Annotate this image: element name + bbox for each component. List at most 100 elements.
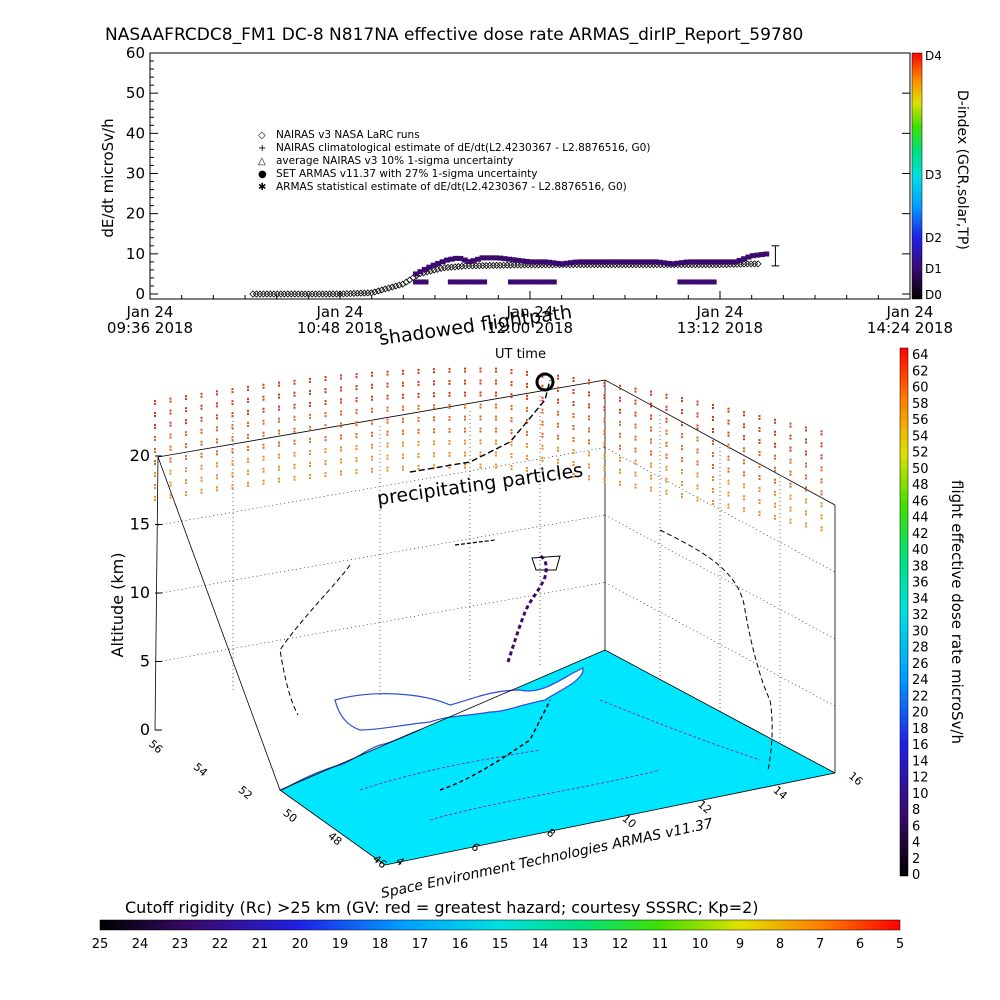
timeseries-ylabel: dE/dt microSv/h	[99, 118, 117, 237]
armas-low-point	[527, 279, 533, 285]
ts-xtick-time: 09:36 2018	[107, 319, 193, 337]
armas-low-point	[476, 279, 483, 285]
nairas-point	[339, 290, 348, 298]
ts-ytick-label: 50	[126, 84, 145, 102]
timeseries-points	[249, 245, 780, 298]
armas-point	[647, 259, 654, 265]
doserate-tick: 56	[912, 413, 929, 428]
nairas-point	[280, 290, 288, 298]
doserate-tick: 50	[912, 462, 929, 477]
nairas-point	[475, 262, 483, 270]
doserate-tick: 10	[912, 787, 929, 802]
armas-point	[736, 257, 743, 263]
grid-line	[604, 447, 836, 573]
flight-shadow-left	[279, 564, 351, 716]
flight-shadow-mid	[454, 539, 496, 546]
flight-top-marker	[535, 372, 555, 392]
armas-low-point	[701, 279, 708, 285]
armas-point	[585, 259, 592, 265]
rigidity-tick: 8	[776, 937, 784, 952]
armas-point	[572, 259, 579, 265]
nairas-point	[444, 263, 452, 272]
armas-point	[497, 255, 504, 261]
altitude-label: Altitude (km)	[108, 553, 127, 658]
nairas-point	[385, 284, 393, 292]
armas-low-point	[457, 279, 464, 285]
armas-point	[625, 259, 632, 265]
timeseries-y-axis: 0 10 20 30 40 50 60	[126, 44, 910, 303]
rigidity-tick: 22	[212, 937, 229, 952]
ground-map-borders	[359, 699, 761, 821]
nairas-point	[743, 260, 752, 268]
grid-line	[157, 582, 606, 663]
armas-point	[559, 261, 566, 267]
doserate-tick: 32	[912, 608, 929, 623]
nairas-point	[447, 263, 456, 271]
legend-label: NAIRAS climatological estimate of dE/dt(…	[276, 142, 650, 154]
flight-path	[506, 554, 548, 663]
armas-point	[479, 255, 486, 261]
armas-point	[608, 259, 615, 265]
rigidity-colorbar: Cutoff rigidity (Rc) >25 km (GV: red = g…	[92, 898, 904, 952]
ts-xtick-time: 14:24 2018	[867, 319, 953, 337]
figure-title: NASAAFRCDC8_FM1 DC-8 N817NA effective do…	[105, 25, 803, 45]
armas-point	[723, 259, 730, 265]
armas-point	[749, 253, 756, 259]
dindex-tick: D2	[925, 231, 942, 245]
annotation-shadowed: shadowed flightpath	[378, 301, 574, 350]
doserate-tick: 0	[912, 868, 920, 883]
armas-point	[514, 257, 521, 263]
armas-point	[714, 259, 721, 265]
armas-point	[466, 259, 473, 265]
dindex-tick: D1	[925, 262, 942, 276]
nairas-point	[437, 264, 445, 272]
rigidity-tick: 11	[652, 937, 669, 952]
doserate-tick: 64	[912, 348, 929, 363]
armas-point	[581, 259, 588, 265]
doserate-tick: 6	[912, 819, 920, 834]
armas-point	[674, 260, 681, 266]
dindex-tick: D3	[925, 168, 942, 182]
armas-point	[568, 260, 575, 266]
ts-xtick-time: 13:12 2018	[677, 319, 763, 337]
nairas-point	[270, 290, 278, 298]
nairas-point	[454, 263, 462, 271]
doserate-tick: 26	[912, 657, 929, 672]
armas-low-point	[462, 279, 469, 285]
nairas-point	[312, 290, 320, 298]
doserate-ticks: 0246810121416182022242628303234363840424…	[912, 348, 929, 883]
armas-point	[421, 266, 428, 272]
doserate-tick: 42	[912, 527, 929, 542]
armas-point	[594, 259, 601, 265]
armas-point	[727, 259, 734, 265]
nairas-point	[461, 262, 469, 270]
rigidity-tick: 9	[736, 937, 744, 952]
nairas-point	[308, 290, 316, 298]
armas-point	[435, 260, 442, 266]
armas-point	[718, 259, 725, 265]
armas-low-point	[550, 279, 557, 285]
armas-point	[754, 252, 761, 258]
doserate-tick: 52	[912, 446, 929, 461]
precip-particles	[154, 367, 823, 533]
doserate-tick: 34	[912, 592, 929, 607]
armas-point	[656, 259, 663, 265]
frame-edge	[604, 379, 836, 506]
nairas-point	[451, 263, 459, 271]
armas-point	[758, 252, 765, 258]
armas-point	[413, 271, 419, 277]
nairas-point	[378, 286, 386, 294]
doserate-tick: 22	[912, 689, 929, 704]
doserate-tick: 62	[912, 364, 929, 379]
legend-symbol: +	[258, 143, 266, 154]
ts-xtick-day: Jan 24	[506, 303, 554, 321]
rigidity-ticks: 25 24 23 22 21 20 19 18 17 16 15 14 13 12 11 10 9 8 7 6 5	[92, 937, 904, 952]
nairas-point	[315, 290, 323, 298]
nairas-point	[388, 283, 396, 291]
rigidity-tick: 23	[172, 937, 189, 952]
ts-xtick-day: Jan 24	[886, 303, 934, 321]
armas-point	[554, 260, 561, 266]
nairas-point	[371, 288, 379, 296]
armas-point	[630, 259, 637, 265]
